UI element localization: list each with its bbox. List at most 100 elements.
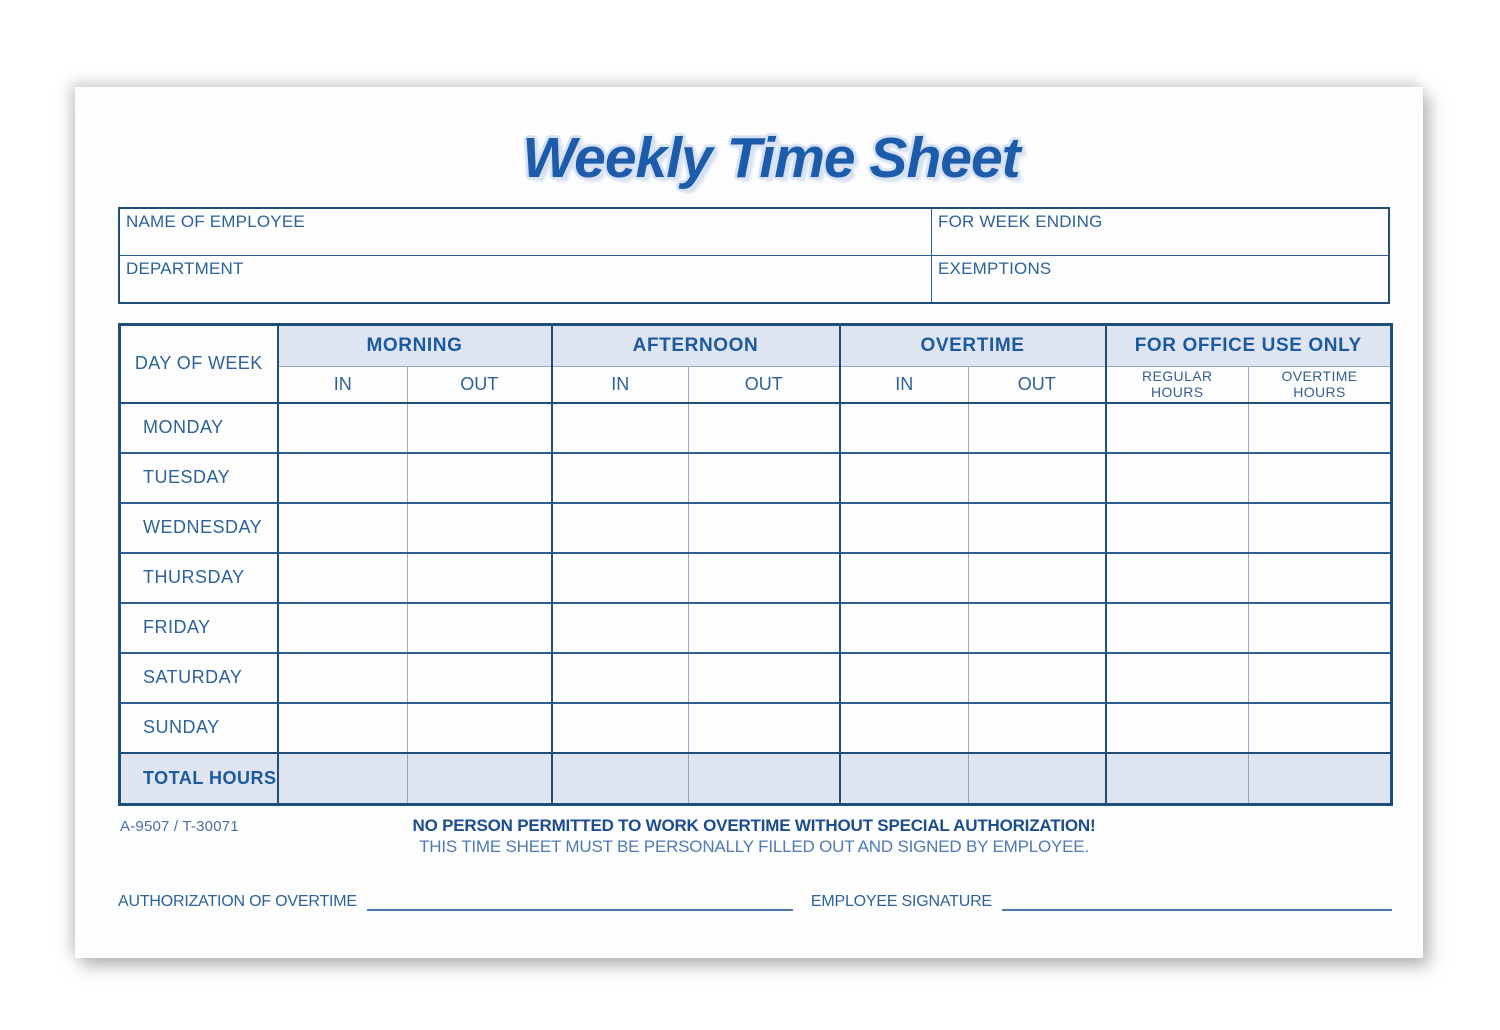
day-label: TUESDAY — [119, 451, 279, 503]
time-entry-cell[interactable] — [838, 601, 970, 653]
signature-row: AUTHORIZATION OF OVERTIME EMPLOYEE SIGNA… — [118, 893, 1392, 911]
time-entry-cell[interactable] — [968, 401, 1107, 453]
office-use-cell[interactable] — [1104, 651, 1250, 703]
total-cell[interactable] — [968, 751, 1107, 805]
time-entry-cell[interactable] — [838, 651, 970, 703]
time-entry-cell[interactable] — [968, 551, 1107, 603]
time-entry-cell[interactable] — [968, 701, 1107, 753]
time-entry-cell[interactable] — [276, 651, 408, 703]
overtime-in-header: IN — [838, 366, 970, 404]
office-use-group-header: FOR OFFICE USE ONLY — [1104, 324, 1393, 367]
morning-in-header: IN — [276, 366, 408, 404]
office-use-cell[interactable] — [1248, 651, 1393, 703]
exemptions-label: EXEMPTIONS — [938, 258, 1052, 278]
time-entry-cell[interactable] — [407, 451, 552, 503]
office-use-cell[interactable] — [1104, 501, 1250, 553]
afternoon-out-header: OUT — [687, 366, 841, 404]
time-entry-cell[interactable] — [550, 651, 689, 703]
overtime-hours-header: OVERTIME HOURS — [1248, 366, 1393, 404]
for-week-ending-label: FOR WEEK ENDING — [938, 212, 1103, 231]
total-cell[interactable] — [838, 751, 970, 805]
office-use-cell[interactable] — [1248, 551, 1393, 603]
fill-out-instruction-text: THIS TIME SHEET MUST BE PERSONALLY FILLE… — [419, 837, 1089, 856]
overtime-hours-line2: HOURS — [1293, 384, 1346, 401]
time-entry-cell[interactable] — [838, 551, 970, 603]
afternoon-in-header: IN — [550, 366, 689, 404]
time-entry-cell[interactable] — [687, 501, 841, 553]
time-entry-cell[interactable] — [407, 551, 552, 603]
time-entry-cell[interactable] — [687, 601, 841, 653]
time-entry-cell[interactable] — [407, 501, 552, 553]
time-entry-cell[interactable] — [838, 701, 970, 753]
time-entry-cell[interactable] — [550, 501, 689, 553]
total-cell[interactable] — [407, 751, 552, 805]
office-use-cell[interactable] — [1248, 601, 1393, 653]
time-entry-cell[interactable] — [550, 451, 689, 503]
time-entry-cell[interactable] — [838, 451, 970, 503]
office-use-cell[interactable] — [1104, 601, 1250, 653]
authorization-of-overtime-label: AUTHORIZATION OF OVERTIME — [118, 893, 357, 910]
name-of-employee-input[interactable] — [124, 233, 927, 253]
office-use-cell[interactable] — [1104, 551, 1250, 603]
form-number: A-9507 / T-30071 — [120, 818, 239, 835]
for-week-ending-input[interactable] — [936, 233, 1384, 253]
time-entry-cell[interactable] — [550, 401, 689, 453]
morning-out-header: OUT — [407, 366, 552, 404]
time-entry-cell[interactable] — [550, 601, 689, 653]
office-use-cell[interactable] — [1104, 701, 1250, 753]
time-entry-cell[interactable] — [407, 401, 552, 453]
time-entry-cell[interactable] — [968, 501, 1107, 553]
time-entry-cell[interactable] — [276, 401, 408, 453]
total-hours-label: TOTAL HOURS — [119, 751, 279, 805]
time-entry-cell[interactable] — [687, 551, 841, 603]
day-label: MONDAY — [119, 401, 279, 453]
office-use-cell[interactable] — [1104, 401, 1250, 453]
time-entry-cell[interactable] — [968, 451, 1107, 503]
time-entry-cell[interactable] — [407, 701, 552, 753]
office-use-cell[interactable] — [1248, 701, 1393, 753]
time-entry-cell[interactable] — [276, 601, 408, 653]
office-use-cell[interactable] — [1248, 401, 1393, 453]
name-of-employee-cell: NAME OF EMPLOYEE — [120, 209, 932, 256]
title-container: Weekly Time Sheet — [75, 125, 1423, 191]
total-cell[interactable] — [276, 751, 408, 805]
timesheet-page: Weekly Time Sheet NAME OF EMPLOYEE FOR W… — [75, 87, 1423, 958]
total-cell[interactable] — [687, 751, 841, 805]
time-entry-cell[interactable] — [276, 701, 408, 753]
time-entry-cell[interactable] — [276, 551, 408, 603]
time-entry-cell[interactable] — [687, 451, 841, 503]
time-entry-cell[interactable] — [687, 651, 841, 703]
total-cell[interactable] — [550, 751, 689, 805]
time-entry-cell[interactable] — [276, 501, 408, 553]
time-entry-cell[interactable] — [687, 401, 841, 453]
time-entry-cell[interactable] — [407, 651, 552, 703]
time-entry-cell[interactable] — [838, 401, 970, 453]
time-entry-cell[interactable] — [276, 451, 408, 503]
exemptions-input[interactable] — [936, 280, 1384, 301]
office-use-cell[interactable] — [1104, 451, 1250, 503]
day-label: SATURDAY — [119, 651, 279, 703]
name-of-employee-label: NAME OF EMPLOYEE — [126, 212, 305, 231]
office-use-cell[interactable] — [1248, 451, 1393, 503]
employee-signature-line[interactable] — [1001, 893, 1392, 911]
day-label: THURSDAY — [119, 551, 279, 603]
total-cell[interactable] — [1104, 751, 1250, 805]
time-entry-cell[interactable] — [687, 701, 841, 753]
time-entry-cell[interactable] — [407, 601, 552, 653]
time-entry-cell[interactable] — [968, 601, 1107, 653]
time-entry-cell[interactable] — [550, 701, 689, 753]
authorization-signature-line[interactable] — [366, 893, 793, 911]
overtime-out-header: OUT — [968, 366, 1107, 404]
time-entry-cell[interactable] — [550, 551, 689, 603]
office-use-cell[interactable] — [1248, 501, 1393, 553]
employee-info-box: NAME OF EMPLOYEE FOR WEEK ENDING DEPARTM… — [118, 207, 1390, 304]
morning-group-header: MORNING — [276, 324, 552, 367]
time-entry-cell[interactable] — [968, 651, 1107, 703]
employee-signature-label: EMPLOYEE SIGNATURE — [810, 893, 992, 910]
day-label: FRIDAY — [119, 601, 279, 653]
department-label: DEPARTMENT — [126, 258, 244, 278]
day-of-week-header: DAY OF WEEK — [119, 324, 279, 404]
department-input[interactable] — [124, 280, 927, 301]
time-entry-cell[interactable] — [838, 501, 970, 553]
total-cell[interactable] — [1248, 751, 1393, 805]
